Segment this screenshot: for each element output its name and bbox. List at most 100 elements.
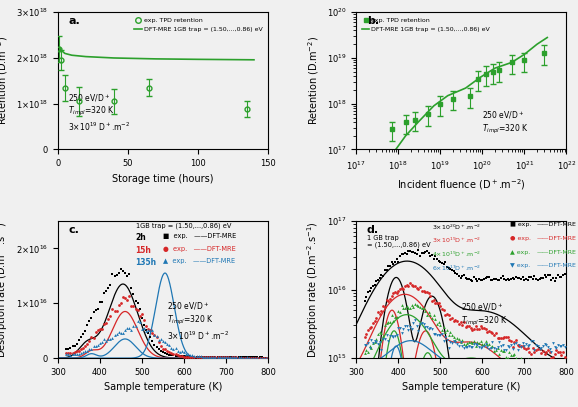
Point xyxy=(95,326,105,333)
Point xyxy=(87,315,96,322)
Point xyxy=(146,327,155,333)
Point xyxy=(242,354,251,361)
Point xyxy=(478,341,487,347)
Point xyxy=(70,351,79,357)
Point xyxy=(196,354,205,361)
Point xyxy=(397,285,406,292)
Point xyxy=(201,354,210,360)
Point xyxy=(380,336,390,342)
Point xyxy=(458,337,467,344)
Point xyxy=(196,353,205,360)
Point xyxy=(154,339,164,346)
Point xyxy=(85,317,94,324)
Point xyxy=(466,339,475,345)
Point xyxy=(441,333,450,340)
Point xyxy=(560,271,569,278)
X-axis label: Incident fluence (D$^+$.m$^{-2}$): Incident fluence (D$^+$.m$^{-2}$) xyxy=(397,177,526,192)
Point xyxy=(74,350,83,357)
Point xyxy=(135,319,144,325)
Point xyxy=(532,276,541,282)
Point xyxy=(513,341,523,348)
Point xyxy=(481,275,490,282)
Point xyxy=(238,354,247,361)
Point xyxy=(525,357,534,363)
Point xyxy=(240,354,250,361)
Point xyxy=(528,356,538,363)
Point xyxy=(468,339,477,346)
Point xyxy=(491,346,501,352)
Point xyxy=(97,338,106,345)
Point xyxy=(66,349,75,356)
Point xyxy=(74,337,83,343)
Point xyxy=(190,354,199,360)
Point xyxy=(116,300,125,306)
Point xyxy=(89,335,98,341)
Point xyxy=(473,278,482,284)
Point xyxy=(512,340,521,346)
Point xyxy=(387,312,396,319)
Point xyxy=(123,325,132,332)
Point xyxy=(528,276,538,282)
Point xyxy=(495,335,504,341)
Point xyxy=(229,354,239,361)
Point xyxy=(137,314,146,321)
Point xyxy=(410,300,420,307)
Point xyxy=(129,323,138,330)
Point xyxy=(390,289,399,295)
Point xyxy=(484,274,494,280)
Point xyxy=(224,354,233,360)
Y-axis label: Retention (D.m$^{-2}$): Retention (D.m$^{-2}$) xyxy=(306,36,321,125)
Point xyxy=(505,349,514,356)
Point xyxy=(530,273,539,279)
Point xyxy=(491,276,501,282)
Point xyxy=(469,326,479,332)
Point xyxy=(447,267,457,273)
Point xyxy=(460,272,469,279)
Point xyxy=(166,352,176,358)
Point xyxy=(454,336,464,342)
Point xyxy=(173,348,182,354)
Point xyxy=(219,354,228,361)
Point xyxy=(215,354,224,361)
Point xyxy=(441,258,450,265)
Point xyxy=(148,337,157,344)
Point xyxy=(515,357,524,363)
Point xyxy=(499,276,509,282)
Point xyxy=(475,276,484,282)
Point xyxy=(247,354,256,361)
Point xyxy=(232,354,241,361)
Point xyxy=(135,305,144,312)
Point xyxy=(215,354,224,361)
Point xyxy=(543,361,553,367)
Point xyxy=(446,339,455,346)
Point xyxy=(99,321,109,327)
Point xyxy=(228,354,237,360)
Point xyxy=(513,347,523,353)
Point xyxy=(392,313,401,320)
Point xyxy=(118,329,128,336)
Point xyxy=(240,354,250,361)
Point xyxy=(112,272,121,278)
Point xyxy=(410,317,420,323)
Point xyxy=(169,352,178,359)
Point xyxy=(510,340,519,347)
Point xyxy=(238,354,247,361)
Point xyxy=(439,261,449,268)
Point xyxy=(112,308,121,314)
Point xyxy=(410,249,420,256)
Point xyxy=(360,350,369,357)
Point xyxy=(160,339,169,346)
Point xyxy=(404,248,413,255)
Point xyxy=(192,354,201,360)
Point xyxy=(236,354,245,361)
Point xyxy=(209,354,218,360)
Point xyxy=(156,343,165,349)
Point xyxy=(198,353,208,360)
Point xyxy=(232,354,241,361)
Point xyxy=(466,276,475,283)
Point xyxy=(120,327,129,334)
Point xyxy=(390,333,399,340)
Point xyxy=(387,259,396,265)
Point xyxy=(377,346,386,353)
Point xyxy=(91,306,100,313)
